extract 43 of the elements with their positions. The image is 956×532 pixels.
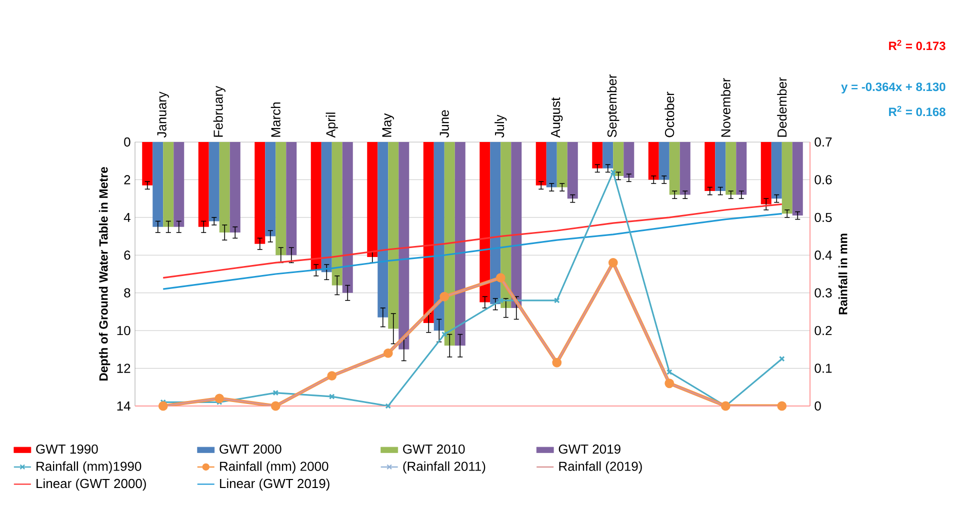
legend-label: (Rainfall 2011)	[403, 461, 486, 474]
y2-tick-label: 0.2	[814, 326, 832, 336]
y-tick-label: 10	[117, 326, 130, 336]
y-tick-label: 2	[124, 175, 130, 184]
y2-axis-title: Rainfall in mm	[838, 234, 848, 314]
x-tick-label: January	[157, 92, 169, 138]
x-tick-label: March	[270, 102, 280, 137]
y-tick-label: 4	[124, 212, 130, 222]
legend-label: Linear (GWT 2000)	[36, 478, 146, 491]
text: R$^{2}$ = 0.173	[889, 40, 946, 50]
legend-label: GWT 2000	[220, 444, 282, 454]
x-tick-label: October	[664, 92, 674, 138]
x-tick-label: June	[440, 110, 449, 138]
y2-tick-label: 0.1	[814, 364, 832, 373]
x-tick-label: Dedember	[777, 77, 787, 137]
text: R$^{2}$ = 0.168	[889, 106, 946, 116]
x-tick-label: May	[382, 113, 394, 137]
y2-tick-label: 0.3	[814, 288, 832, 298]
legend-label: GWT 2019	[558, 444, 620, 454]
y2-tick-label: 0.6	[814, 175, 832, 184]
x-tick-label: November	[720, 78, 730, 137]
y-tick-label: 14	[117, 402, 130, 410]
y-tick-label: 12	[117, 364, 130, 373]
legend-label: Rainfall (mm)1990	[36, 461, 142, 474]
x-tick-label: July	[494, 114, 507, 138]
y-tick-label: 8	[124, 288, 130, 298]
legend-label: Rainfall (2019)	[559, 461, 642, 474]
y-tick-label: 6	[124, 250, 130, 260]
x-tick-label: February	[213, 86, 226, 137]
y2-tick-label: 0.5	[814, 212, 832, 222]
text: y = -0.364x + 8.130	[841, 82, 946, 94]
x-tick-label: August	[551, 97, 563, 138]
y-axis-title: Depth of Ground Water Table in Metre	[98, 167, 110, 381]
y-tick-label: 0	[124, 137, 130, 147]
x-tick-label: April	[326, 112, 338, 138]
legend-label: GWT 2010	[403, 444, 465, 454]
legend-label: Rainfall (mm) 2000	[220, 461, 328, 474]
y2-tick-label: 0.4	[814, 250, 832, 260]
x-tick-label: September	[607, 74, 620, 138]
y2-tick-label: 0	[814, 401, 821, 411]
legend-label: GWT 1990	[36, 444, 98, 454]
y2-tick-label: 0.7	[814, 137, 832, 147]
legend-label: Linear (GWT 2019)	[220, 478, 330, 491]
